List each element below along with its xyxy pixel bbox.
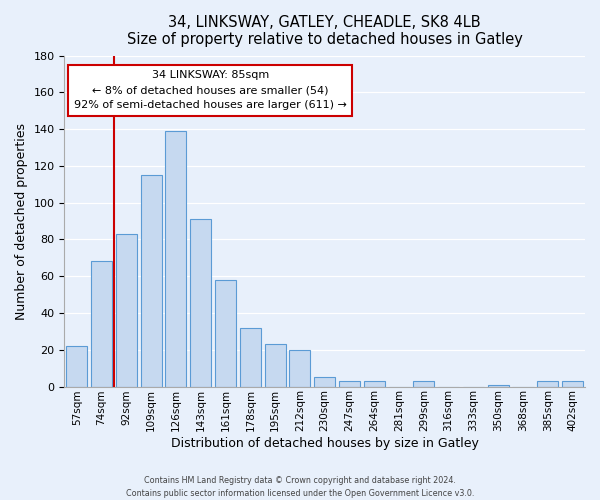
Text: 34 LINKSWAY: 85sqm
← 8% of detached houses are smaller (54)
92% of semi-detached: 34 LINKSWAY: 85sqm ← 8% of detached hous…: [74, 70, 347, 110]
Bar: [215, 280, 236, 386]
Bar: [190, 219, 211, 386]
Bar: [488, 384, 509, 386]
Bar: [537, 381, 559, 386]
Bar: [265, 344, 286, 387]
Bar: [562, 381, 583, 386]
Y-axis label: Number of detached properties: Number of detached properties: [15, 122, 28, 320]
Bar: [413, 381, 434, 386]
Bar: [289, 350, 310, 387]
Bar: [91, 262, 112, 386]
X-axis label: Distribution of detached houses by size in Gatley: Distribution of detached houses by size …: [171, 437, 479, 450]
Bar: [166, 131, 187, 386]
Bar: [140, 175, 162, 386]
Bar: [240, 328, 261, 386]
Bar: [66, 346, 88, 387]
Bar: [339, 381, 360, 386]
Bar: [364, 381, 385, 386]
Bar: [116, 234, 137, 386]
Text: Contains HM Land Registry data © Crown copyright and database right 2024.
Contai: Contains HM Land Registry data © Crown c…: [126, 476, 474, 498]
Title: 34, LINKSWAY, GATLEY, CHEADLE, SK8 4LB
Size of property relative to detached hou: 34, LINKSWAY, GATLEY, CHEADLE, SK8 4LB S…: [127, 15, 523, 48]
Bar: [314, 378, 335, 386]
